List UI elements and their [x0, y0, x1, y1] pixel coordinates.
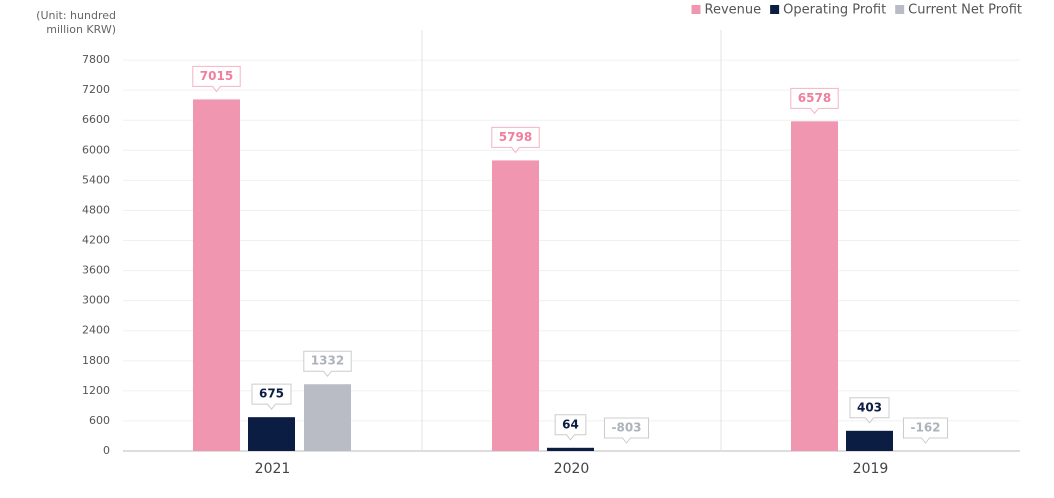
data-label-box	[192, 65, 241, 93]
bar	[492, 160, 539, 451]
y-tick-label: 6000	[82, 143, 110, 156]
legend-swatch	[770, 5, 780, 14]
plot-area	[193, 99, 949, 491]
x-tick-label: 2020	[554, 461, 590, 477]
legend-swatch	[691, 5, 701, 14]
x-tick-label: 2019	[853, 461, 889, 477]
legend-swatch	[895, 5, 905, 14]
x-tick-label: 2021	[255, 461, 291, 477]
data-label: 675	[259, 387, 284, 401]
data-label-box	[303, 350, 352, 378]
bar	[603, 451, 650, 491]
data-label: -162	[910, 421, 940, 435]
y-tick-label: 4200	[82, 234, 110, 247]
y-axis-label: (Unit: hundred	[36, 9, 116, 22]
y-tick-label: 0	[103, 444, 110, 457]
y-tick-label: 7200	[82, 83, 110, 96]
data-label: 1332	[311, 354, 344, 368]
y-tick-label: 7800	[82, 53, 110, 66]
y-tick-label: 3600	[82, 264, 110, 277]
legend-label: Revenue	[705, 3, 762, 18]
data-label: 64	[562, 417, 579, 431]
y-tick-label: 1800	[82, 354, 110, 367]
bar	[304, 384, 351, 451]
data-label-box	[491, 126, 540, 154]
data-label-box	[251, 383, 292, 410]
bar	[902, 451, 949, 459]
bar	[547, 447, 594, 451]
data-label-box	[554, 414, 587, 441]
data-label-box	[790, 87, 839, 115]
data-label-box	[902, 417, 949, 444]
data-label-box	[603, 417, 650, 444]
bar	[791, 121, 838, 451]
data-label: 7015	[200, 69, 233, 83]
y-tick-label: 2400	[82, 324, 110, 337]
data-label: 6578	[798, 91, 831, 105]
data-label: 5798	[499, 130, 532, 144]
legend-label: Current Net Profit	[908, 3, 1022, 18]
y-tick-label: 6600	[82, 113, 110, 126]
bar	[193, 99, 240, 451]
data-label-box	[849, 397, 890, 424]
legend-label: Operating Profit	[783, 3, 886, 18]
y-tick-label: 5400	[82, 173, 110, 186]
y-tick-label: 600	[89, 414, 110, 427]
y-tick-label: 1200	[82, 384, 110, 397]
data-label: 403	[857, 400, 882, 414]
data-label: -803	[611, 421, 641, 435]
y-tick-label: 3000	[82, 294, 110, 307]
bar	[846, 430, 893, 451]
bar	[248, 417, 295, 451]
y-tick-label: 4800	[82, 203, 110, 216]
y-axis-label: million KRW)	[46, 23, 116, 36]
